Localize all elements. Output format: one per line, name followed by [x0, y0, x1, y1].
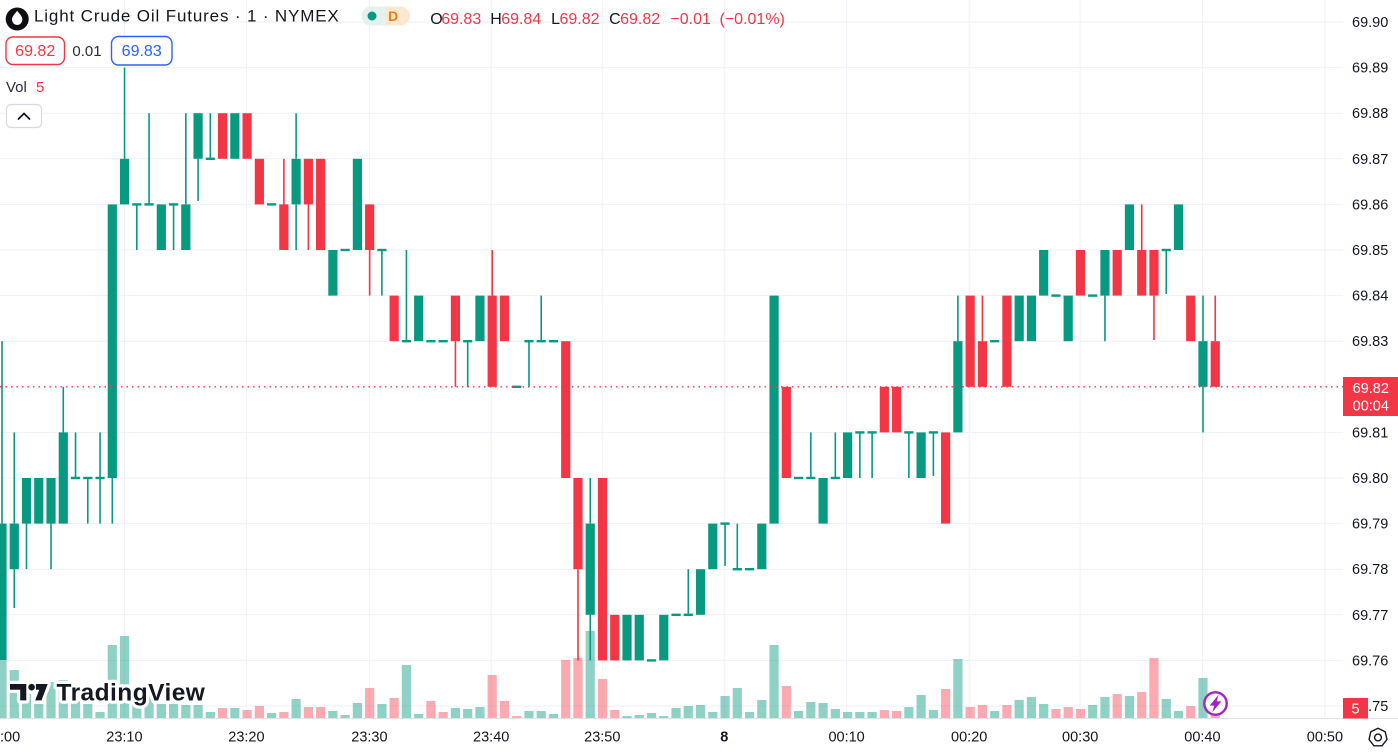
svg-text:O: O	[430, 11, 442, 28]
svg-text:23:00: 23:00	[0, 730, 20, 746]
svg-text:00:20: 00:20	[951, 730, 987, 746]
svg-text:69.78: 69.78	[1352, 562, 1388, 578]
svg-text:00:10: 00:10	[828, 730, 864, 746]
svg-text:69.82: 69.82	[620, 11, 660, 28]
svg-text:23:30: 23:30	[351, 730, 387, 746]
svg-text:69.84: 69.84	[1352, 289, 1388, 305]
svg-text:23:40: 23:40	[473, 730, 509, 746]
svg-text:69.77: 69.77	[1352, 608, 1388, 624]
svg-text:00:04: 00:04	[1353, 399, 1389, 415]
svg-text:Vol: Vol	[6, 79, 27, 96]
svg-text:69.80: 69.80	[1352, 471, 1388, 487]
svg-text:69.90: 69.90	[1352, 15, 1388, 31]
svg-text:23:20: 23:20	[228, 730, 264, 746]
svg-text:5: 5	[1351, 702, 1359, 718]
svg-text:69.83: 69.83	[441, 11, 481, 28]
svg-text:69.82: 69.82	[560, 11, 600, 28]
svg-text:C: C	[609, 11, 621, 28]
svg-text:23:10: 23:10	[106, 730, 142, 746]
svg-text:00:30: 00:30	[1062, 730, 1098, 746]
svg-text:69.87: 69.87	[1352, 152, 1388, 168]
svg-text:69.76: 69.76	[1352, 653, 1388, 669]
svg-text:D: D	[388, 8, 398, 24]
svg-text:00:40: 00:40	[1184, 730, 1220, 746]
svg-text:69.83: 69.83	[1352, 334, 1388, 350]
svg-text:L: L	[551, 11, 560, 28]
svg-text:23:50: 23:50	[584, 730, 620, 746]
svg-text:0.01: 0.01	[72, 43, 101, 60]
svg-text:−0.01: −0.01	[670, 11, 711, 28]
svg-text:69.85: 69.85	[1352, 243, 1388, 259]
svg-text:69.86: 69.86	[1352, 197, 1388, 213]
svg-text:69.88: 69.88	[1352, 106, 1388, 122]
svg-text:TradingView: TradingView	[57, 679, 206, 706]
svg-text:69.89: 69.89	[1352, 61, 1388, 77]
svg-text:69.82: 69.82	[1353, 381, 1389, 397]
svg-text:00:50: 00:50	[1307, 730, 1343, 746]
svg-text:69.83: 69.83	[122, 43, 162, 60]
svg-text:69.82: 69.82	[15, 43, 55, 60]
svg-text:8: 8	[720, 730, 728, 746]
svg-text:5: 5	[36, 79, 44, 96]
svg-text:69.79: 69.79	[1352, 517, 1388, 533]
svg-text:TradingView: TradingView	[57, 679, 206, 706]
svg-text:69.84: 69.84	[501, 11, 541, 28]
svg-text:(−0.01%): (−0.01%)	[720, 11, 785, 28]
svg-text:H: H	[490, 11, 502, 28]
svg-text:69.81: 69.81	[1352, 425, 1388, 441]
svg-text:Light Crude Oil Futures · 1 ·: Light Crude Oil Futures · 1 · NYMEX	[34, 7, 340, 26]
